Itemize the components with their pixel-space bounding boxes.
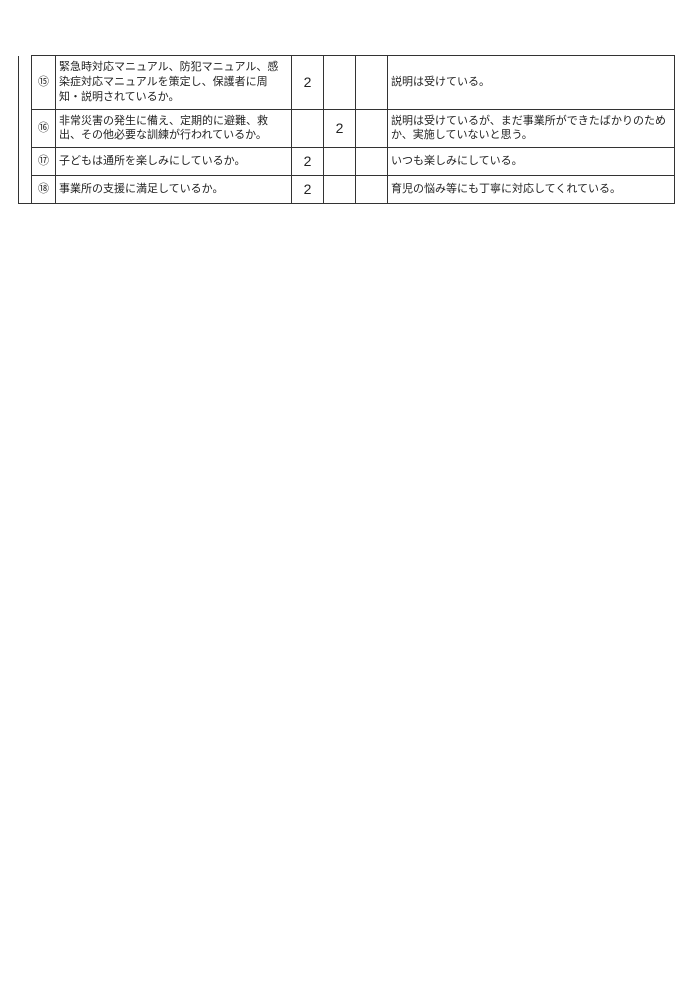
category-stub xyxy=(19,56,32,204)
table-row: ⑯ 非常災害の発生に備え、定期的に避難、救出、その他必要な訓練が行われているか。… xyxy=(19,109,675,148)
row-number: ⑯ xyxy=(32,109,56,148)
value-col-1: 2 xyxy=(292,176,324,204)
value-col-1 xyxy=(292,109,324,148)
comment-text: 説明は受けているが、まだ事業所ができたばかりのためか、実施していないと思う。 xyxy=(388,109,675,148)
value-col-2 xyxy=(324,176,356,204)
value-col-2: 2 xyxy=(324,109,356,148)
question-text: 事業所の支援に満足しているか。 xyxy=(56,176,292,204)
question-text: 緊急時対応マニュアル、防犯マニュアル、感染症対応マニュアルを策定し、保護者に周知… xyxy=(56,56,292,110)
comment-text: いつも楽しみにしている。 xyxy=(388,148,675,176)
row-number: ⑮ xyxy=(32,56,56,110)
value-col-3 xyxy=(356,176,388,204)
value-col-2 xyxy=(324,56,356,110)
value-col-3 xyxy=(356,56,388,110)
row-number: ⑰ xyxy=(32,148,56,176)
survey-table: ⑮ 緊急時対応マニュアル、防犯マニュアル、感染症対応マニュアルを策定し、保護者に… xyxy=(18,55,675,204)
value-col-1: 2 xyxy=(292,148,324,176)
table-row: ⑰ 子どもは通所を楽しみにしているか。 2 いつも楽しみにしている。 xyxy=(19,148,675,176)
value-col-3 xyxy=(356,109,388,148)
value-col-1: 2 xyxy=(292,56,324,110)
row-number: ⑱ xyxy=(32,176,56,204)
value-col-3 xyxy=(356,148,388,176)
document-page: ⑮ 緊急時対応マニュアル、防犯マニュアル、感染症対応マニュアルを策定し、保護者に… xyxy=(0,0,700,204)
table-row: ⑮ 緊急時対応マニュアル、防犯マニュアル、感染症対応マニュアルを策定し、保護者に… xyxy=(19,56,675,110)
value-col-2 xyxy=(324,148,356,176)
table-row: ⑱ 事業所の支援に満足しているか。 2 育児の悩み等にも丁寧に対応してくれている… xyxy=(19,176,675,204)
question-text: 非常災害の発生に備え、定期的に避難、救出、その他必要な訓練が行われているか。 xyxy=(56,109,292,148)
comment-text: 育児の悩み等にも丁寧に対応してくれている。 xyxy=(388,176,675,204)
comment-text: 説明は受けている。 xyxy=(388,56,675,110)
question-text: 子どもは通所を楽しみにしているか。 xyxy=(56,148,292,176)
table-body: ⑮ 緊急時対応マニュアル、防犯マニュアル、感染症対応マニュアルを策定し、保護者に… xyxy=(19,56,675,204)
